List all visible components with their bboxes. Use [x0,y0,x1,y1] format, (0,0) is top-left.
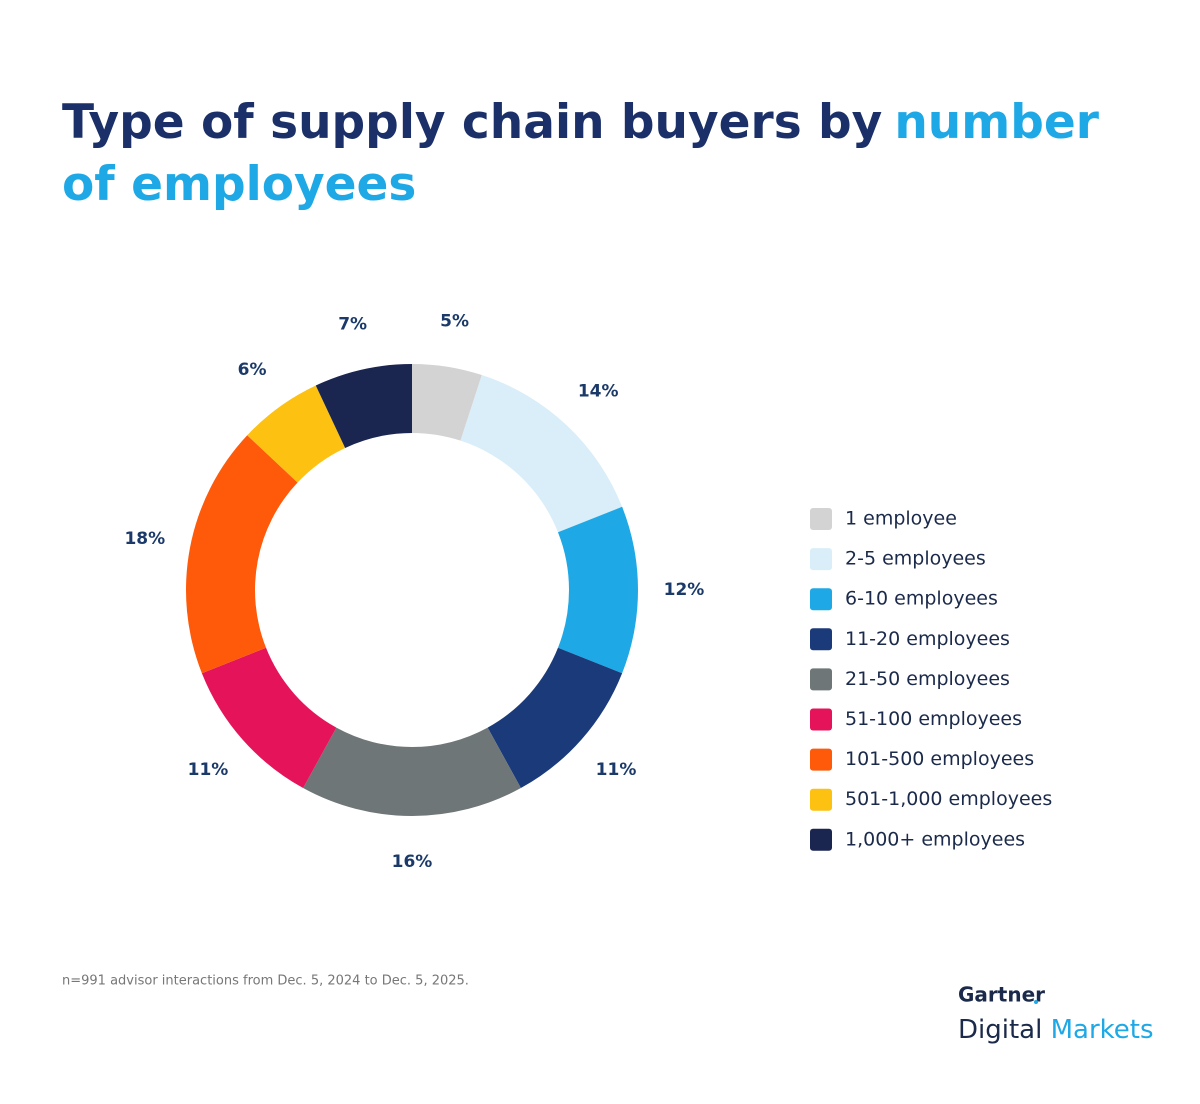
value-label: 11% [188,760,229,780]
donut-slice [487,647,623,789]
legend-swatch [810,628,832,651]
legend-swatch [810,548,832,571]
donut-slice [557,506,638,674]
legend-swatch [810,828,832,851]
legend-label: 501-1,000 employees [845,788,1052,810]
legend-label: 101-500 employees [845,748,1034,770]
legend-swatch [810,748,832,771]
value-label: 11% [596,760,637,780]
logo-brand: Gartner [958,983,1045,1007]
legend-label: 21-50 employees [845,668,1010,690]
donut-slice [412,364,482,441]
value-label: 16% [392,852,433,872]
donut-slice [247,385,346,483]
legend-label: 6-10 employees [845,588,998,610]
value-label: 5% [440,311,469,331]
value-label: 18% [124,529,165,549]
donut-slice [460,375,623,533]
legend-swatch [810,788,832,811]
logo-product: Digital Markets [958,1015,1154,1045]
legend-swatch [810,668,832,691]
chart-title-highlight-part: number [894,95,1099,150]
chart-title-highlight: of employees [62,157,416,212]
footnote: n=991 advisor interactions from Dec. 5, … [62,974,469,989]
logo-product-word: Digital [958,1015,1042,1045]
legend-label: 1,000+ employees [845,828,1025,850]
donut-slice [186,435,298,674]
donut-slice [315,364,412,448]
value-label: 6% [238,360,267,380]
legend-swatch [810,508,832,530]
logo-product-highlight: Markets [1051,1015,1154,1045]
donut-slice [201,647,337,789]
legend-label: 1 employee [845,508,957,530]
legend-label: 2-5 employees [845,548,986,570]
legend-label: 51-100 employees [845,708,1022,730]
legend-label: 11-20 employees [845,628,1010,650]
value-label: 7% [338,315,367,335]
value-label: 12% [664,580,705,600]
value-label: 14% [578,382,619,402]
logo-dot [1034,1000,1038,1004]
legend-swatch [810,708,832,731]
chart-title: Type of supply chain buyers by number [62,95,1100,150]
donut-slice [303,727,521,816]
legend-swatch [810,588,832,611]
